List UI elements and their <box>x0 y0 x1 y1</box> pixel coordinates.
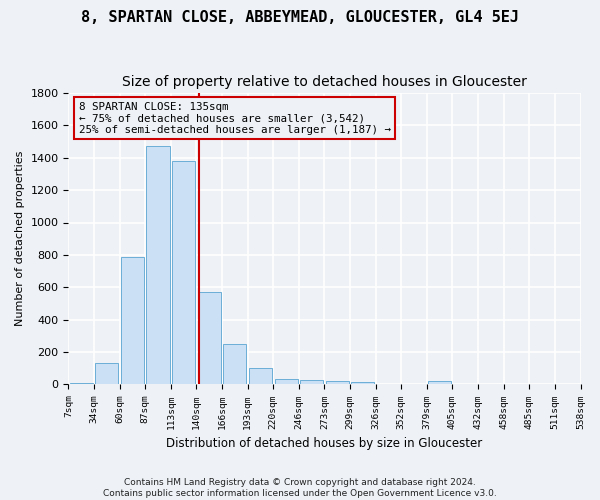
Bar <box>146 146 170 384</box>
Bar <box>172 161 195 384</box>
Bar <box>428 381 451 384</box>
Bar <box>326 381 349 384</box>
Bar <box>300 380 323 384</box>
Bar <box>198 292 221 384</box>
Title: Size of property relative to detached houses in Gloucester: Size of property relative to detached ho… <box>122 75 527 89</box>
Text: Contains HM Land Registry data © Crown copyright and database right 2024.
Contai: Contains HM Land Registry data © Crown c… <box>103 478 497 498</box>
Bar <box>275 379 298 384</box>
Text: 8 SPARTAN CLOSE: 135sqm
← 75% of detached houses are smaller (3,542)
25% of semi: 8 SPARTAN CLOSE: 135sqm ← 75% of detache… <box>79 102 391 135</box>
Bar <box>70 383 93 384</box>
Text: 8, SPARTAN CLOSE, ABBEYMEAD, GLOUCESTER, GL4 5EJ: 8, SPARTAN CLOSE, ABBEYMEAD, GLOUCESTER,… <box>81 10 519 25</box>
Bar <box>223 344 247 385</box>
Bar <box>249 368 272 384</box>
X-axis label: Distribution of detached houses by size in Gloucester: Distribution of detached houses by size … <box>166 437 482 450</box>
Bar <box>95 364 118 384</box>
Bar <box>352 382 374 384</box>
Y-axis label: Number of detached properties: Number of detached properties <box>15 151 25 326</box>
Bar <box>121 256 144 384</box>
